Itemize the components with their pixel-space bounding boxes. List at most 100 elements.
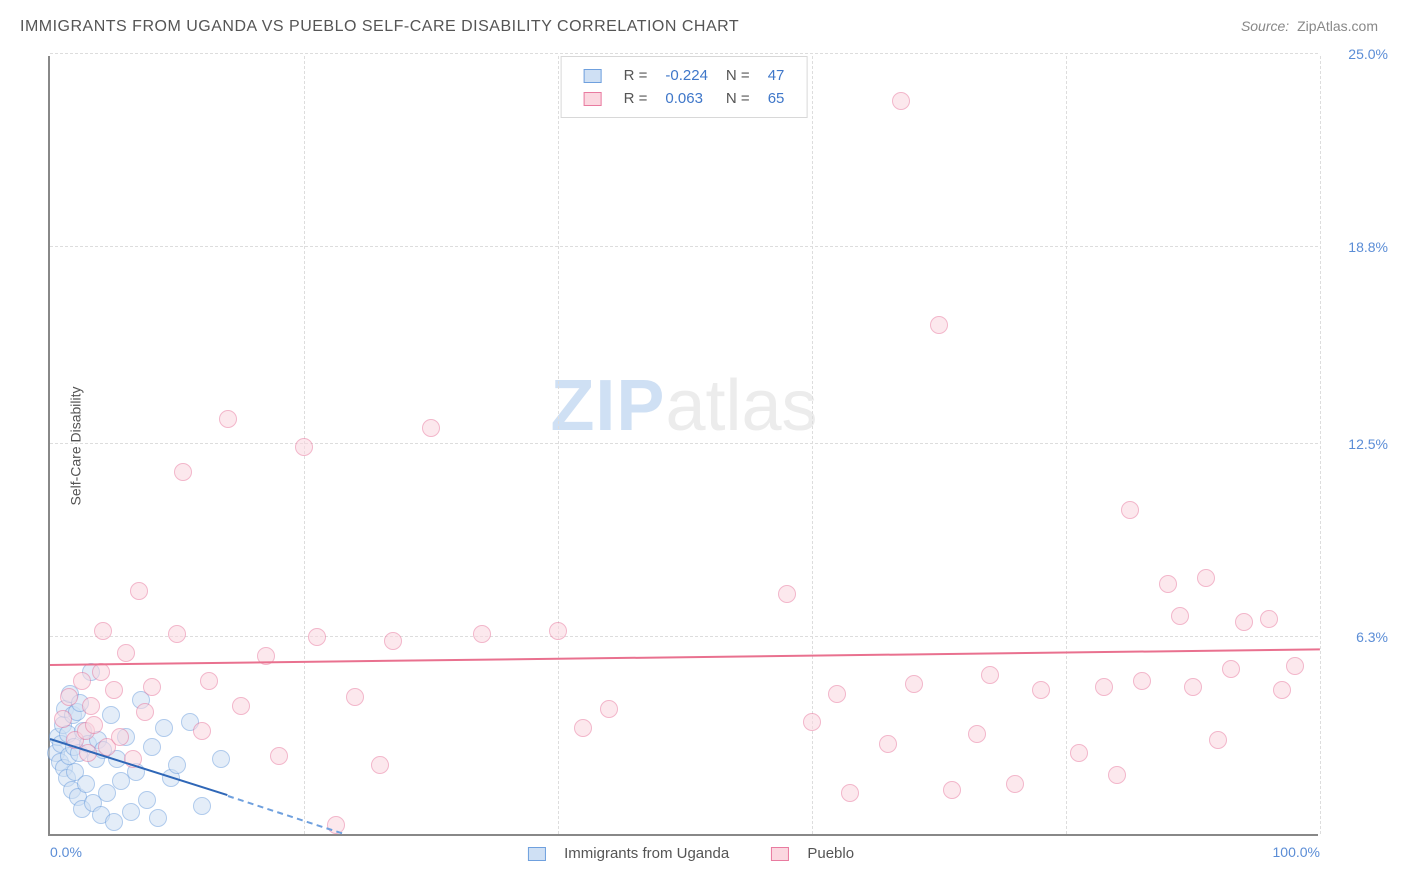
data-point-pueblo <box>549 622 567 640</box>
data-point-pueblo <box>422 419 440 437</box>
data-point-pueblo <box>295 438 313 456</box>
legend-swatch <box>584 69 602 83</box>
legend-swatch <box>771 847 789 861</box>
data-point-pueblo <box>968 725 986 743</box>
data-point-pueblo <box>73 672 91 690</box>
data-point-uganda <box>77 775 95 793</box>
y-tick-label: 12.5% <box>1328 436 1388 452</box>
plot-area: ZIPatlas R =-0.224N =47R = 0.063N =65 Im… <box>48 56 1318 836</box>
trend-line <box>50 648 1320 666</box>
data-point-uganda <box>102 706 120 724</box>
y-tick-label: 18.8% <box>1328 239 1388 255</box>
legend-item: Immigrants from Uganda <box>514 845 729 862</box>
data-point-pueblo <box>60 688 78 706</box>
data-point-uganda <box>212 750 230 768</box>
data-point-pueblo <box>803 713 821 731</box>
data-point-pueblo <box>117 644 135 662</box>
data-point-pueblo <box>1235 613 1253 631</box>
data-point-pueblo <box>600 700 618 718</box>
data-point-pueblo <box>473 625 491 643</box>
data-point-pueblo <box>270 747 288 765</box>
data-point-pueblo <box>1184 678 1202 696</box>
data-point-pueblo <box>1222 660 1240 678</box>
source-name: ZipAtlas.com <box>1297 18 1378 34</box>
chart-container: IMMIGRANTS FROM UGANDA VS PUEBLO SELF-CA… <box>0 0 1406 892</box>
data-point-pueblo <box>85 716 103 734</box>
data-point-pueblo <box>174 463 192 481</box>
legend-stat-cell: R = <box>616 88 656 109</box>
data-point-pueblo <box>346 688 364 706</box>
data-point-pueblo <box>168 625 186 643</box>
legend-stat-cell: -0.224 <box>657 65 716 86</box>
data-point-pueblo <box>828 685 846 703</box>
chart-title: IMMIGRANTS FROM UGANDA VS PUEBLO SELF-CA… <box>20 18 739 36</box>
data-point-uganda <box>155 719 173 737</box>
data-point-uganda <box>168 756 186 774</box>
data-point-pueblo <box>136 703 154 721</box>
data-point-pueblo <box>94 622 112 640</box>
source-attribution: Source: ZipAtlas.com <box>1241 18 1378 34</box>
data-point-pueblo <box>930 316 948 334</box>
data-point-pueblo <box>1171 607 1189 625</box>
data-point-uganda <box>193 797 211 815</box>
data-point-pueblo <box>82 697 100 715</box>
data-point-pueblo <box>1273 681 1291 699</box>
legend-stat-cell: R = <box>616 65 656 86</box>
data-point-uganda <box>143 738 161 756</box>
x-tick-label: 0.0% <box>50 844 82 860</box>
legend-stat-cell: 0.063 <box>657 88 716 109</box>
source-label: Source: <box>1241 18 1289 34</box>
trend-line <box>227 795 342 834</box>
gridline-vertical <box>558 56 559 834</box>
data-point-pueblo <box>54 710 72 728</box>
data-point-pueblo <box>1260 610 1278 628</box>
legend-stat-cell: N = <box>718 88 758 109</box>
data-point-pueblo <box>384 632 402 650</box>
x-tick-label: 100.0% <box>1273 844 1320 860</box>
data-point-pueblo <box>1133 672 1151 690</box>
data-point-pueblo <box>943 781 961 799</box>
data-point-pueblo <box>778 585 796 603</box>
data-point-pueblo <box>574 719 592 737</box>
legend-stats: R =-0.224N =47 R = 0.063N =65 <box>561 56 808 118</box>
data-point-pueblo <box>1159 575 1177 593</box>
data-point-uganda <box>98 784 116 802</box>
data-point-pueblo <box>219 410 237 428</box>
data-point-pueblo <box>1121 501 1139 519</box>
data-point-pueblo <box>1197 569 1215 587</box>
data-point-pueblo <box>371 756 389 774</box>
data-point-pueblo <box>232 697 250 715</box>
data-point-pueblo <box>905 675 923 693</box>
gridline-vertical <box>1320 56 1321 834</box>
data-point-pueblo <box>892 92 910 110</box>
watermark-zip: ZIP <box>550 366 665 446</box>
gridline-horizontal <box>50 246 1318 247</box>
data-point-pueblo <box>1070 744 1088 762</box>
data-point-pueblo <box>1032 681 1050 699</box>
legend-series: Immigrants from Uganda Pueblo <box>500 845 868 862</box>
gridline-horizontal <box>50 636 1318 637</box>
legend-swatch <box>584 92 602 106</box>
legend-stat-cell: N = <box>718 65 758 86</box>
data-point-pueblo <box>1286 657 1304 675</box>
data-point-pueblo <box>1006 775 1024 793</box>
data-point-pueblo <box>1209 731 1227 749</box>
data-point-pueblo <box>879 735 897 753</box>
legend-swatch <box>528 847 546 861</box>
data-point-pueblo <box>1095 678 1113 696</box>
y-tick-label: 6.3% <box>1328 629 1388 645</box>
legend-item: Pueblo <box>757 845 854 862</box>
data-point-pueblo <box>130 582 148 600</box>
data-point-pueblo <box>105 681 123 699</box>
data-point-pueblo <box>200 672 218 690</box>
data-point-uganda <box>149 809 167 827</box>
data-point-pueblo <box>841 784 859 802</box>
watermark-atlas: atlas <box>665 366 817 446</box>
gridline-horizontal <box>50 443 1318 444</box>
data-point-pueblo <box>981 666 999 684</box>
legend-stat-cell: 47 <box>760 65 793 86</box>
watermark: ZIPatlas <box>550 365 817 447</box>
data-point-pueblo <box>308 628 326 646</box>
legend-stat-cell: 65 <box>760 88 793 109</box>
data-point-uganda <box>138 791 156 809</box>
